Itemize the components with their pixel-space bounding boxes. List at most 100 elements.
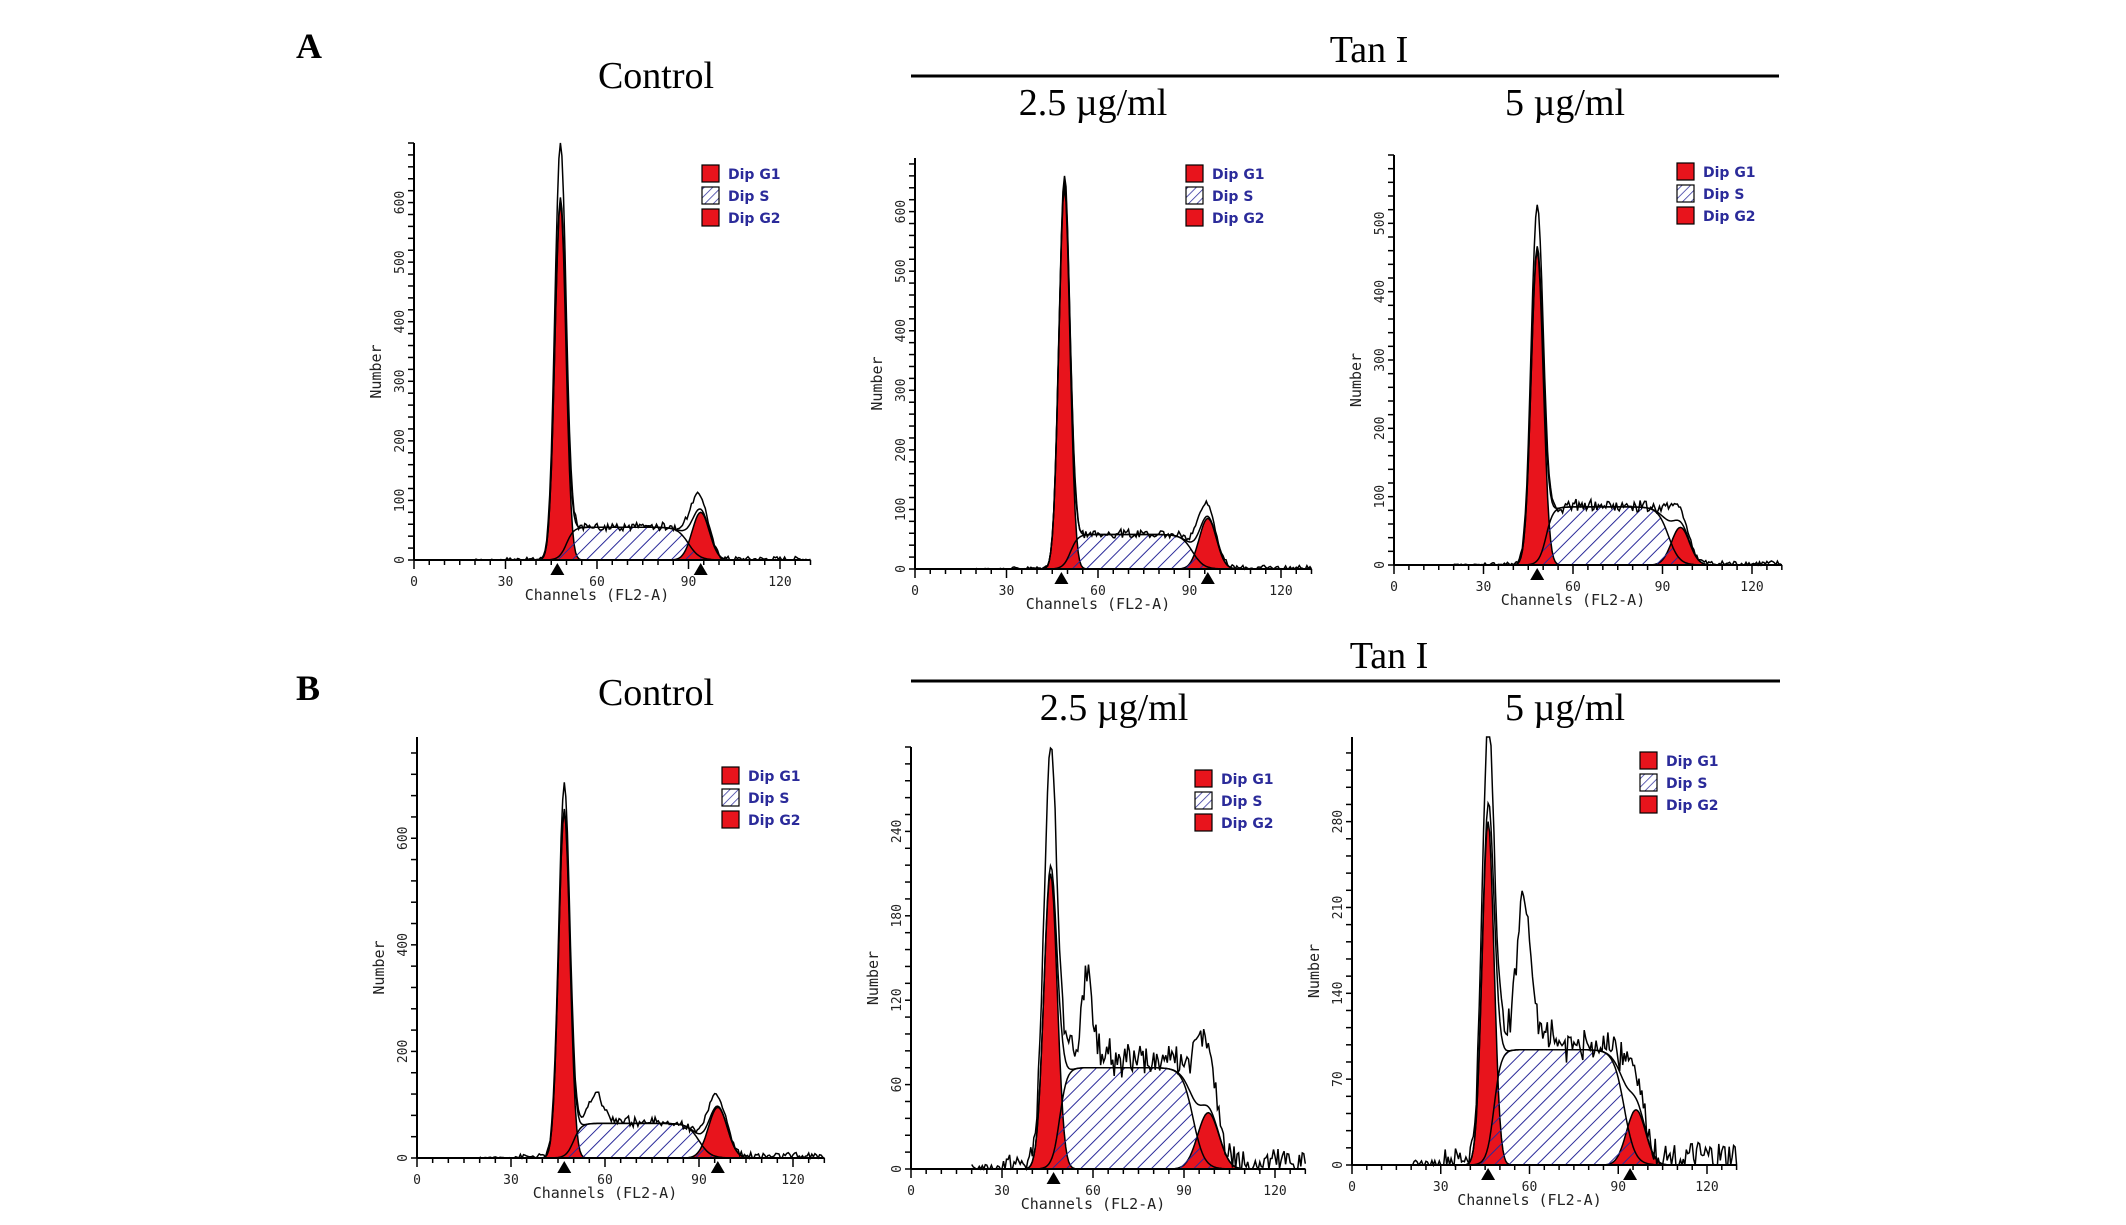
legend-label: Dip G2	[728, 211, 781, 227]
x-tick-label: 120	[1740, 580, 1763, 595]
legend-label: Dip G1	[1221, 772, 1274, 788]
legend-label: Dip G1	[1666, 754, 1719, 770]
x-tick-label: 30	[503, 1173, 519, 1188]
y-tick-label: 100	[894, 498, 909, 521]
x-tick-label: 0	[410, 575, 418, 590]
legend-label: Dip S	[728, 189, 769, 205]
x-tick-label: 60	[1522, 1180, 1538, 1195]
y-tick-label: 60	[890, 1077, 905, 1093]
x-tick-label: 30	[999, 584, 1015, 599]
y-axis-label: Number	[868, 356, 886, 410]
y-tick-label: 500	[1373, 212, 1388, 235]
s-phase-area	[479, 1122, 825, 1159]
y-axis-label: Number	[367, 344, 385, 398]
x-axis-label: Channels (FL2-A)	[1501, 591, 1646, 609]
y-tick-label: 100	[393, 489, 408, 512]
y-tick-label: 0	[393, 556, 408, 564]
legend-swatch-s	[701, 186, 720, 205]
x-tick-label: 90	[681, 575, 697, 590]
y-tick-label: 240	[890, 820, 905, 843]
legend-label: Dip G2	[1703, 209, 1756, 225]
g1-peak-area	[976, 187, 1312, 570]
y-tick-label: 200	[393, 429, 408, 452]
s-phase-area	[475, 526, 811, 561]
y-tick-label: 400	[396, 933, 411, 956]
x-tick-label: 30	[498, 575, 514, 590]
legend-label: Dip S	[1666, 776, 1707, 792]
y-tick-label: 600	[396, 827, 411, 850]
x-tick-label: 120	[768, 575, 791, 590]
b-control-title: Control	[598, 672, 714, 714]
x-tick-label: 0	[413, 1173, 421, 1188]
legend-swatch-s	[1639, 773, 1658, 792]
y-tick-label: 120	[890, 988, 905, 1011]
legend-swatch-s	[1185, 186, 1204, 205]
legend-swatch-s	[1676, 184, 1695, 203]
y-tick-label: 0	[894, 565, 909, 573]
legend-swatch-g2	[1194, 813, 1213, 832]
legend-swatch-g2	[721, 810, 740, 829]
x-tick-label: 90	[1182, 584, 1198, 599]
legend-label: Dip S	[1221, 794, 1262, 810]
s-phase-area	[1411, 1048, 1737, 1166]
x-axis-label: Channels (FL2-A)	[525, 586, 670, 604]
legend-swatch-g1	[701, 164, 720, 183]
y-tick-label: 210	[1331, 896, 1346, 919]
model-fit-line	[479, 808, 825, 1159]
b-treatment-title: Tan I	[1350, 635, 1429, 677]
y-tick-label: 300	[894, 379, 909, 402]
y-tick-label: 300	[393, 370, 408, 393]
x-tick-label: 120	[1263, 1184, 1286, 1199]
y-tick-label: 500	[894, 259, 909, 282]
peak-marker-triangle	[1623, 1168, 1638, 1180]
b-dose1-title: 2.5 µg/ml	[1040, 687, 1189, 729]
y-tick-label: 400	[894, 319, 909, 342]
legend-label: Dip G2	[1221, 816, 1274, 832]
x-tick-label: 60	[1085, 1184, 1101, 1199]
y-tick-label: 600	[393, 191, 408, 214]
legend-label: Dip G1	[728, 167, 781, 183]
legend-label: Dip G1	[1212, 167, 1265, 183]
a-dose2-title: 5 µg/ml	[1505, 82, 1625, 124]
panel-letter-a: A	[296, 26, 322, 66]
legend-swatch-g2	[1185, 208, 1204, 227]
y-tick-label: 0	[890, 1165, 905, 1173]
x-tick-label: 60	[1565, 580, 1581, 595]
a-control-title: Control	[598, 55, 714, 97]
x-tick-label: 30	[1476, 580, 1492, 595]
peak-marker-triangle	[1054, 572, 1069, 584]
legend-label: Dip G2	[1666, 798, 1719, 814]
x-tick-label: 120	[781, 1173, 804, 1188]
y-tick-label: 280	[1331, 810, 1346, 833]
a-dose1-title: 2.5 µg/ml	[1019, 82, 1168, 124]
x-tick-label: 60	[597, 1173, 613, 1188]
x-tick-label: 0	[1390, 580, 1398, 595]
s-phase-area	[976, 533, 1312, 570]
legend-label: Dip G2	[1212, 211, 1265, 227]
b-dose2-title: 5 µg/ml	[1505, 687, 1625, 729]
y-tick-label: 0	[1331, 1161, 1346, 1169]
observed-histogram-line	[474, 142, 811, 562]
y-tick-label: 400	[393, 310, 408, 333]
legend-swatch-s	[1194, 791, 1213, 810]
x-tick-label: 90	[1176, 1184, 1192, 1199]
y-axis-label: Number	[1347, 353, 1365, 407]
legend-label: Dip G2	[748, 813, 801, 829]
legend-label: Dip G1	[1703, 165, 1756, 181]
legend: Dip G1 Dip S Dip G2	[1194, 769, 1274, 832]
histogram-A-5: 0 100 200 300 400 500 0 30 60 90 120 Channels (FL2-…	[1347, 154, 1783, 609]
peak-marker-triangle	[710, 1161, 725, 1173]
s-phase-area	[1453, 506, 1782, 566]
x-tick-label: 120	[1269, 584, 1292, 599]
peak-marker-triangle	[1046, 1172, 1061, 1184]
legend-swatch-g1	[1676, 162, 1695, 181]
histogram-A-control: 0 100 200 300 400 500 600 0 30 60 90 120 Channels (F…	[367, 142, 812, 604]
legend-swatch-g2	[1676, 206, 1695, 225]
histogram-B-5: 0 70 140 210 280 0 30 60 90 120 Channels (FL2-A) Nu…	[1305, 736, 1738, 1209]
x-tick-label: 90	[1655, 580, 1671, 595]
observed-histogram-line	[1411, 736, 1738, 1168]
peak-marker-triangle	[1481, 1168, 1496, 1180]
legend: Dip G1 Dip S Dip G2	[701, 164, 781, 227]
